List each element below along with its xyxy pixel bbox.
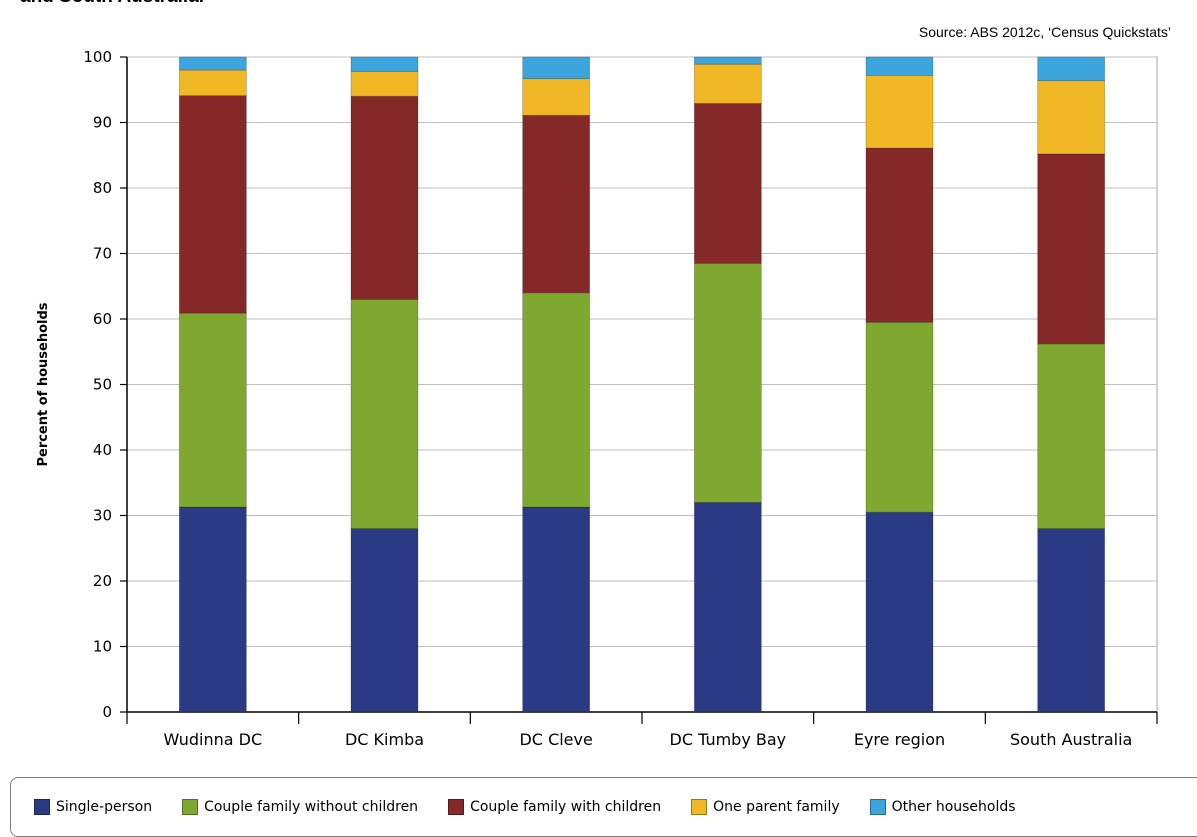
legend-item: One parent family bbox=[691, 799, 840, 815]
bar-segment-couple-family-without-children-5 bbox=[1037, 343, 1106, 530]
legend: Single-person Couple family without child… bbox=[34, 796, 1046, 818]
y-tick-label: 30 bbox=[93, 507, 112, 525]
legend-item: Couple family with children bbox=[448, 799, 661, 815]
bar-segment-single-person-4 bbox=[865, 511, 934, 713]
bar-segment-couple-family-with-children-0 bbox=[178, 95, 247, 314]
y-tick-label: 20 bbox=[93, 572, 112, 590]
legend-item: Couple family without children bbox=[182, 799, 418, 815]
bar-segment-other-households-3 bbox=[693, 56, 762, 65]
bar-segment-couple-family-without-children-4 bbox=[865, 321, 934, 513]
legend-item: Other households bbox=[869, 799, 1016, 815]
x-category-label: Eyre region bbox=[854, 730, 945, 749]
bar-segment-single-person-3 bbox=[693, 501, 762, 713]
bar-segment-single-person-0 bbox=[178, 506, 247, 713]
bar-segment-one-parent-family-0 bbox=[178, 69, 247, 97]
y-tick-label: 40 bbox=[93, 441, 112, 459]
y-tick-label: 60 bbox=[93, 310, 112, 328]
bar-segment-one-parent-family-1 bbox=[350, 71, 419, 97]
bar-segment-couple-family-with-children-5 bbox=[1037, 153, 1106, 345]
legend-label: Couple family without children bbox=[204, 799, 419, 815]
bar-segment-one-parent-family-2 bbox=[522, 78, 591, 116]
y-tick-label: 10 bbox=[93, 638, 112, 656]
x-category-label: Wudinna DC bbox=[164, 730, 263, 749]
y-tick-label: 100 bbox=[83, 48, 112, 66]
y-tick-label: 90 bbox=[93, 114, 112, 132]
bar-segment-couple-family-with-children-4 bbox=[865, 147, 934, 323]
bar-segment-other-households-4 bbox=[865, 56, 934, 76]
y-tick-label: 70 bbox=[93, 245, 112, 263]
bar-segment-other-households-2 bbox=[522, 56, 591, 80]
bar-segment-couple-family-without-children-2 bbox=[522, 292, 591, 508]
bar-segment-couple-family-with-children-3 bbox=[693, 103, 762, 264]
bar-segment-couple-family-without-children-0 bbox=[178, 312, 247, 508]
bar-segment-single-person-1 bbox=[350, 528, 419, 713]
x-category-label: DC Cleve bbox=[519, 730, 592, 749]
legend-label: Couple family with children bbox=[470, 799, 662, 815]
bar-segment-one-parent-family-3 bbox=[693, 63, 762, 104]
bar-segment-couple-family-with-children-1 bbox=[350, 95, 419, 300]
source-note: Source: ABS 2012c, ‘Census Quickstats’ bbox=[918, 24, 1171, 40]
bar-segment-couple-family-without-children-3 bbox=[693, 262, 762, 503]
y-tick-label: 50 bbox=[93, 376, 112, 394]
legend-swatch bbox=[869, 799, 886, 815]
legend-item: Single-person bbox=[34, 799, 152, 815]
x-category-label: South Australia bbox=[1010, 730, 1132, 749]
legend-swatch bbox=[34, 799, 50, 815]
bar-segment-single-person-5 bbox=[1037, 528, 1106, 713]
legend-label: One parent family bbox=[713, 799, 840, 815]
bar-segment-single-person-2 bbox=[522, 506, 591, 713]
bar-segment-couple-family-with-children-2 bbox=[522, 114, 591, 294]
y-tick-label: 80 bbox=[93, 179, 112, 197]
legend-label: Single-person bbox=[56, 799, 153, 815]
bar-segment-other-households-5 bbox=[1037, 56, 1106, 81]
chart-title-fragment: and South Australia. bbox=[20, 0, 204, 8]
bar-segment-one-parent-family-4 bbox=[865, 74, 934, 149]
bar-segment-couple-family-without-children-1 bbox=[350, 298, 419, 530]
legend-swatch bbox=[182, 799, 199, 815]
bar-segment-one-parent-family-5 bbox=[1037, 80, 1106, 155]
bar-segment-other-households-1 bbox=[350, 56, 419, 72]
legend-swatch bbox=[691, 799, 708, 815]
x-category-label: DC Kimba bbox=[345, 730, 424, 749]
legend-swatch bbox=[448, 799, 465, 815]
y-axis-label: Percent of households bbox=[36, 302, 51, 466]
bar-segment-other-households-0 bbox=[178, 56, 247, 71]
legend-label: Other households bbox=[891, 799, 1016, 815]
x-category-label: DC Tumby Bay bbox=[670, 730, 787, 749]
stacked-bar-chart: 0 10 20 30 40 50 60 70 80 90 100 Percent of househo… bbox=[36, 48, 1158, 749]
y-tick-label: 0 bbox=[102, 703, 112, 721]
